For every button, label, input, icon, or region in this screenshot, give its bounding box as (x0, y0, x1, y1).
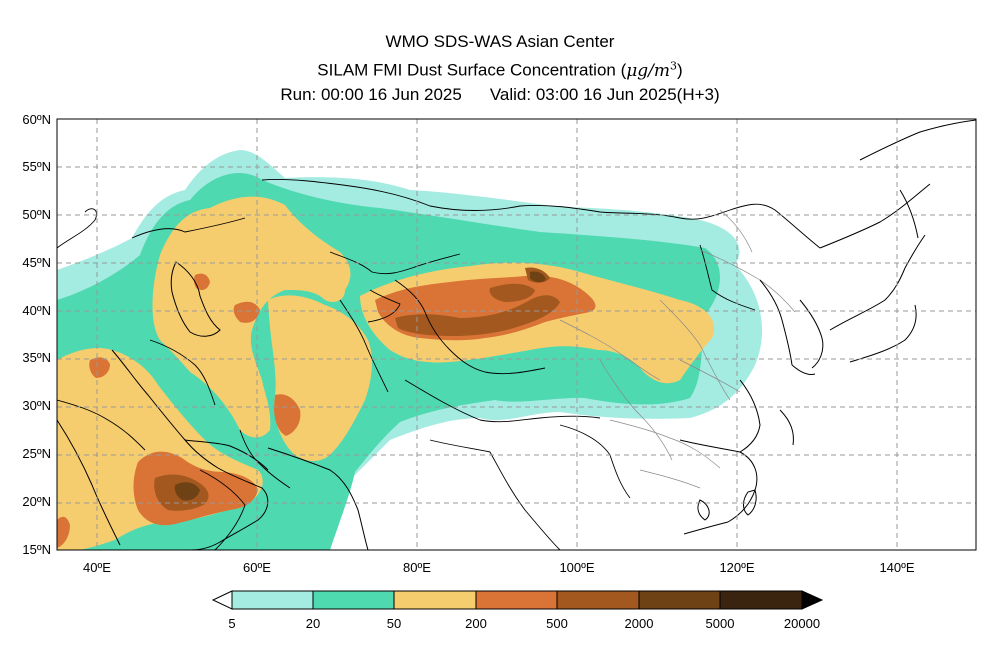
longitude-labels: 40ºE 60ºE 80ºE 100ºE 120ºE 140ºE (83, 560, 915, 575)
lon-label: 120ºE (719, 560, 754, 575)
lat-label: 50ºN (22, 207, 51, 222)
map-frame (56, 118, 977, 551)
lon-label: 60ºE (243, 560, 271, 575)
colorbar-swatch-5 (556, 590, 640, 610)
lat-label: 35ºN (22, 350, 51, 365)
lon-label: 140ºE (879, 560, 914, 575)
lat-label: 60ºN (22, 112, 51, 127)
colorbar: 5 20 50 200 500 2000 5000 20000 (211, 590, 824, 631)
unit-mu: μg/m (626, 60, 671, 81)
title-product: SILAM FMI Dust Surface Concentration ( (317, 60, 627, 80)
unit-exponent: 3 (670, 59, 678, 72)
lon-label: 100ºE (559, 560, 594, 575)
map-area (57, 119, 976, 550)
colorbar-label: 500 (546, 616, 568, 631)
lat-label: 45ºN (22, 255, 51, 270)
colorbar-swatch-2 (312, 590, 395, 610)
lat-label: 25ºN (22, 446, 51, 461)
title-line-1: WMO SDS-WAS Asian Center (385, 32, 615, 51)
run-time: Run: 00:00 16 Jun 2025 (280, 85, 462, 104)
dust-layer-2000-5000 (174, 271, 546, 501)
lat-label: 55ºN (22, 159, 51, 174)
lat-label: 15ºN (22, 542, 51, 557)
colorbar-low-arrow (211, 590, 233, 610)
gridlines (57, 119, 976, 550)
colorbar-swatch-4 (475, 590, 558, 610)
title-unit: μg/m3 (626, 59, 678, 81)
colorbar-label: 5 (228, 616, 235, 631)
lon-label: 40ºE (83, 560, 111, 575)
colorbar-swatch-6 (638, 590, 721, 610)
colorbar-label: 50 (387, 616, 401, 631)
lat-label: 30ºN (22, 398, 51, 413)
colorbar-high-arrow (801, 590, 824, 610)
colorbar-label: 2000 (625, 616, 654, 631)
colorbar-label: 20000 (784, 616, 820, 631)
colorbar-label: 200 (465, 616, 487, 631)
valid-time: Valid: 03:00 16 Jun 2025(H+3) (489, 85, 720, 104)
colorbar-swatch-1 (231, 590, 314, 610)
colorbar-swatch-7 (719, 590, 803, 610)
lat-label: 20ºN (22, 494, 51, 509)
colorbar-label: 5000 (706, 616, 735, 631)
coastlines (57, 119, 976, 550)
title-line-3: Run: 00:00 16 Jun 2025 Valid: 03:00 16 Ju… (0, 85, 1000, 105)
title-line-2: SILAM FMI Dust Surface Concentration (μg… (0, 59, 1000, 81)
lat-label: 40ºN (22, 303, 51, 318)
colorbar-label: 20 (306, 616, 320, 631)
latitude-labels: 15ºN 20ºN 25ºN 30ºN 35ºN 40ºN 45ºN 50ºN … (22, 112, 51, 557)
colorbar-swatch-3 (393, 590, 477, 610)
lon-label: 80ºE (403, 560, 431, 575)
title-close-paren: ) (677, 60, 683, 80)
